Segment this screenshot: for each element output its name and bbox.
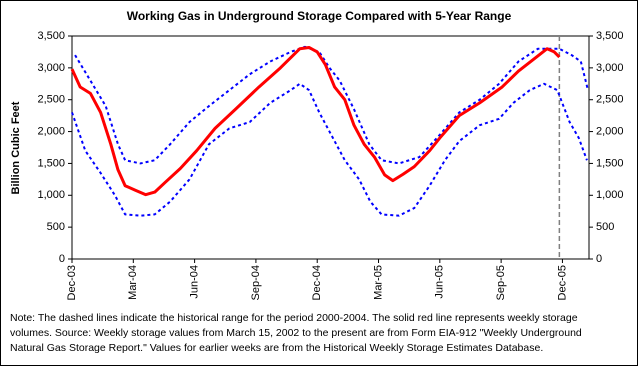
x-tick-label: Dec-04: [311, 265, 323, 300]
y-tick-label: 500: [47, 221, 65, 233]
x-tick-label: Mar-04: [127, 265, 139, 300]
note-line: volumes. Source: Weekly storage values f…: [10, 327, 582, 339]
x-tick-label: Dec-03: [66, 265, 78, 300]
x-tick-label: Sep-05: [495, 265, 507, 300]
x-tick-label: Mar-05: [372, 265, 384, 300]
x-tick-label: Jun-05: [434, 265, 446, 299]
y2-tick-label: 3,000: [596, 62, 624, 74]
y-tick-label: 2,000: [37, 125, 65, 137]
y2-tick-label: 0: [596, 253, 602, 265]
y-tick-label: 2,500: [37, 94, 65, 106]
chart-title: Working Gas in Underground Storage Compa…: [127, 9, 512, 23]
series-line: [70, 45, 561, 197]
plot-area: [71, 35, 590, 260]
y-tick-label: 3,500: [37, 30, 65, 42]
x-tick-label: Sep-04: [250, 265, 262, 300]
y2-tick-label: 3,500: [596, 30, 624, 42]
note-line: Note: The dashed lines indicate the hist…: [10, 312, 578, 324]
y-tick-label: 0: [59, 253, 65, 265]
y2-tick-label: 2,000: [596, 125, 624, 137]
y-tick-label: 3,000: [37, 62, 65, 74]
y2-tick-label: 2,500: [596, 94, 624, 106]
note-line: Natural Gas Storage Report." Values for …: [10, 342, 543, 354]
y-tick-label: 1,000: [37, 189, 65, 201]
y2-tick-label: 1,000: [596, 189, 624, 201]
y2-tick-label: 500: [596, 221, 614, 233]
x-tick-label: Jun-04: [189, 265, 201, 299]
y2-tick-label: 1,500: [596, 157, 624, 169]
x-tick-label: Dec-05: [556, 265, 568, 300]
y-axis-label: Billion Cubic Feet: [10, 101, 22, 194]
y-tick-label: 1,500: [37, 157, 65, 169]
